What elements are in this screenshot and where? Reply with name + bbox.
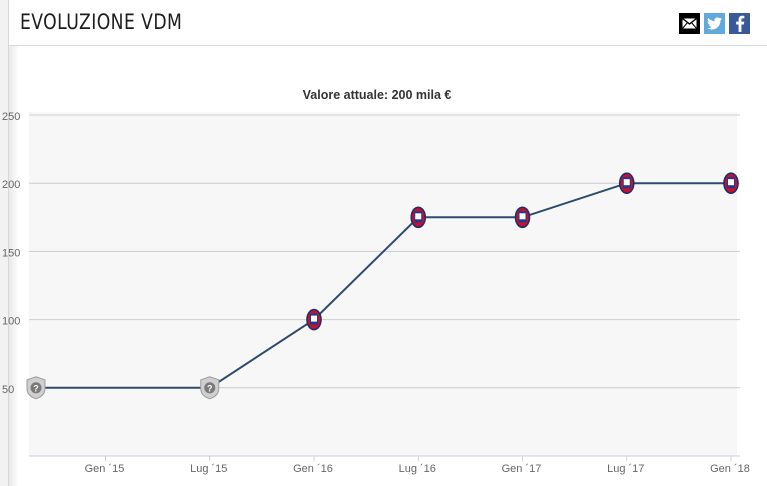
y-axis-ticks: 50 100 150 200 250 <box>2 111 20 396</box>
y-tick-label: 200 <box>2 179 20 191</box>
x-tick-label: Lug ´17 <box>607 463 644 475</box>
svg-text:?: ? <box>207 383 213 393</box>
x-axis-ticks: Gen ´15 Lug ´15 Gen ´16 Lug ´16 Gen ´17 Lug ´… <box>85 456 750 475</box>
club-badge-icon[interactable] <box>410 206 427 229</box>
panel-edge-shadow <box>9 46 19 486</box>
x-tick-label: Lug ´16 <box>399 463 436 475</box>
data-markers: ?? <box>26 172 739 400</box>
club-badge-icon[interactable] <box>514 206 531 229</box>
panel-title: EVOLUZIONE VDM <box>20 10 183 34</box>
x-tick-label: Gen ´15 <box>85 463 125 475</box>
x-tick-label: Gen ´16 <box>293 463 333 475</box>
y-tick-label: 50 <box>2 384 14 396</box>
chart-title: Valore attuale: 200 mila € <box>303 88 452 102</box>
mail-icon[interactable] <box>679 13 700 34</box>
x-tick-label: Lug ´15 <box>190 463 227 475</box>
unknown-club-badge-icon[interactable]: ? <box>26 376 46 400</box>
club-badge-icon[interactable] <box>306 308 322 331</box>
unknown-club-badge-icon[interactable]: ? <box>200 376 220 400</box>
club-badge-icon[interactable] <box>723 172 739 194</box>
x-tick-label: Gen ´18 <box>710 463 750 475</box>
y-tick-label: 150 <box>2 247 20 259</box>
panel-header: EVOLUZIONE VDM <box>9 0 767 46</box>
twitter-icon[interactable] <box>704 13 725 34</box>
x-tick-label: Gen ´17 <box>502 463 542 475</box>
plot-area <box>29 112 737 456</box>
svg-text:?: ? <box>33 383 39 393</box>
y-tick-label: 250 <box>2 111 20 123</box>
facebook-icon[interactable] <box>729 13 750 34</box>
club-badge-icon[interactable] <box>618 172 635 194</box>
y-tick-label: 100 <box>2 316 20 328</box>
